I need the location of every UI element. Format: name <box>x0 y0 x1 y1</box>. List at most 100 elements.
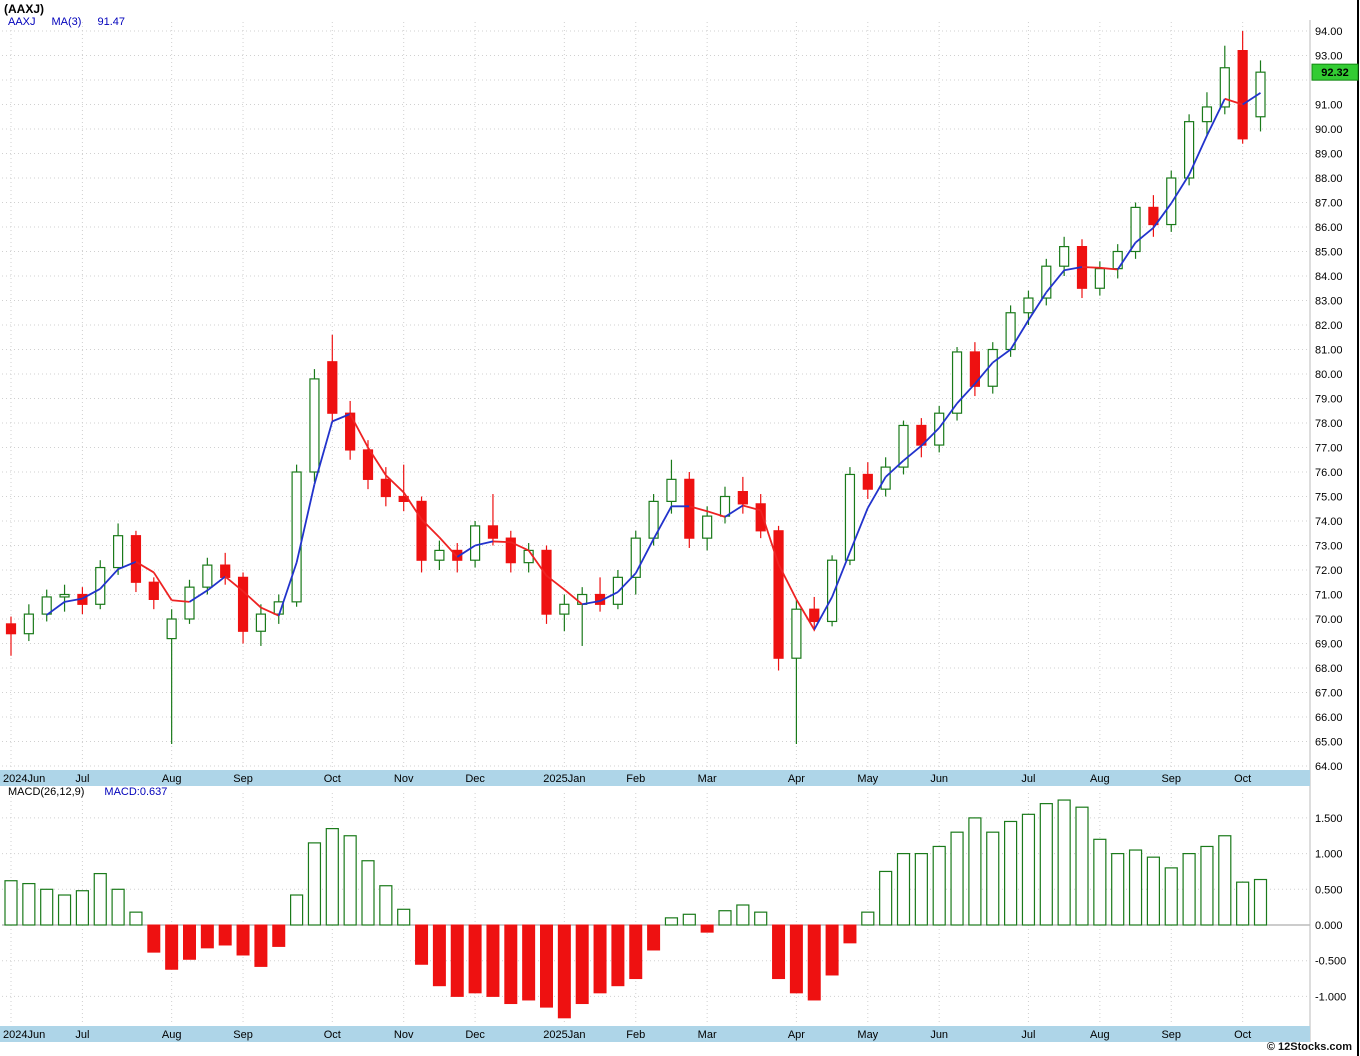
macd-bar-positive <box>1039 803 1053 926</box>
candle-body <box>1166 177 1177 226</box>
ma-segment <box>474 540 494 547</box>
current-price-text: 92.32 <box>1321 67 1349 79</box>
candle-body <box>1059 246 1070 267</box>
macd-legend: MACD(26,12,9) MACD:0.637 <box>8 786 167 798</box>
price-tick-label: 79.00 <box>1315 394 1343 406</box>
month-label: Jul <box>75 1029 89 1041</box>
candle-body <box>505 537 516 564</box>
ma-segment <box>510 541 530 552</box>
candle-body <box>470 525 481 561</box>
macd-bar-positive <box>1146 856 1161 926</box>
ma-segment <box>420 518 441 538</box>
month-label: Nov <box>394 1029 414 1041</box>
ma-segment <box>1170 174 1190 204</box>
month-label: Jun <box>930 773 948 785</box>
candle-body <box>166 618 177 640</box>
candle-body <box>630 537 641 578</box>
ma-segment <box>724 504 744 518</box>
candle-body <box>1219 67 1230 108</box>
ma-segment <box>295 484 316 563</box>
ma-segment <box>438 536 458 558</box>
macd-bar-positive <box>307 842 322 926</box>
month-label: Mar <box>698 1029 717 1041</box>
ma-segment <box>759 510 780 565</box>
macd-bar-positive <box>896 852 911 926</box>
macd-bar-negative <box>807 924 821 1001</box>
ma-segment <box>81 587 101 600</box>
macd-bar-positive <box>1182 852 1196 926</box>
ma-segment <box>652 505 673 540</box>
price-tick-label: 83.00 <box>1315 296 1343 308</box>
candle-body <box>1094 268 1105 289</box>
macd-bar-positive <box>343 835 357 926</box>
macd-bar-positive <box>397 908 411 926</box>
ma-segment <box>527 549 548 577</box>
ma-segment <box>46 601 66 616</box>
candle-body <box>220 564 231 578</box>
ma-segment <box>831 551 851 598</box>
macd-bar-positive <box>1236 881 1250 926</box>
ma-segment <box>349 413 369 448</box>
ma-segment <box>992 348 1012 364</box>
candle-body <box>969 351 981 387</box>
macd-bar-positive <box>968 817 982 926</box>
ma-segment <box>385 474 405 494</box>
ma-segment <box>867 476 887 509</box>
ma-segment <box>795 598 816 631</box>
macd-tick-label: 0.500 <box>1315 884 1343 896</box>
macd-bar-positive <box>57 894 72 926</box>
candle-body <box>898 424 909 468</box>
ma-segment <box>599 591 619 602</box>
ma-segment <box>331 413 351 423</box>
macd-bar-positive <box>93 872 107 926</box>
price-tick-label: 89.00 <box>1315 149 1343 161</box>
ma-segment <box>582 600 601 606</box>
ma-segment <box>224 575 244 592</box>
ma-segment <box>1081 266 1100 269</box>
price-tick-label: 86.00 <box>1315 222 1343 234</box>
macd-bar-positive <box>1253 878 1268 926</box>
macd-bar-negative <box>540 924 553 1008</box>
candle-body <box>130 535 142 583</box>
month-label: 2025Jan <box>543 773 585 785</box>
month-label: Aug <box>162 1029 182 1041</box>
macd-bar-negative <box>183 924 196 960</box>
price-tick-label: 87.00 <box>1315 198 1343 210</box>
ma-segment <box>367 447 387 476</box>
ma-segment <box>277 562 298 617</box>
legend-ma-label: MA(3) <box>51 16 82 28</box>
macd-bar-positive <box>40 888 54 926</box>
ma-segment <box>938 402 958 429</box>
ma-segment <box>617 572 637 593</box>
price-tick-label: 93.00 <box>1315 51 1343 63</box>
ma-segment <box>974 361 994 385</box>
price-tick-label: 73.00 <box>1315 541 1343 553</box>
month-label: Sep <box>1161 1029 1181 1041</box>
moving-average-line <box>46 92 1261 631</box>
candle-body <box>844 473 856 561</box>
macd-params-label: MACD(26,12,9) <box>8 786 85 798</box>
macd-bar-positive <box>1057 799 1071 926</box>
macd-bar-negative <box>468 924 482 994</box>
macd-bar-positive <box>111 888 125 926</box>
macd-bar-negative <box>593 924 607 994</box>
ma-segment <box>1027 291 1048 321</box>
ma-segment <box>885 459 905 478</box>
macd-bar-positive <box>1200 845 1214 926</box>
price-tick-label: 84.00 <box>1315 271 1343 283</box>
price-tick-label: 82.00 <box>1315 320 1343 332</box>
candle-body <box>523 549 534 564</box>
month-label: Aug <box>162 773 182 785</box>
month-label: Nov <box>394 773 414 785</box>
price-tick-label: 94.00 <box>1315 26 1343 38</box>
ma-segment <box>206 575 226 592</box>
macd-bar-negative <box>611 924 625 987</box>
price-tick-label: 67.00 <box>1315 688 1343 700</box>
ma-segment <box>1009 319 1030 350</box>
price-tick-label: 80.00 <box>1315 369 1343 381</box>
month-label: Feb <box>626 1029 645 1041</box>
macd-bar-positive <box>718 910 732 926</box>
legend-ma-value: 91.47 <box>97 16 125 28</box>
macd-bar-positive <box>361 860 375 926</box>
ma-segment <box>920 427 940 447</box>
